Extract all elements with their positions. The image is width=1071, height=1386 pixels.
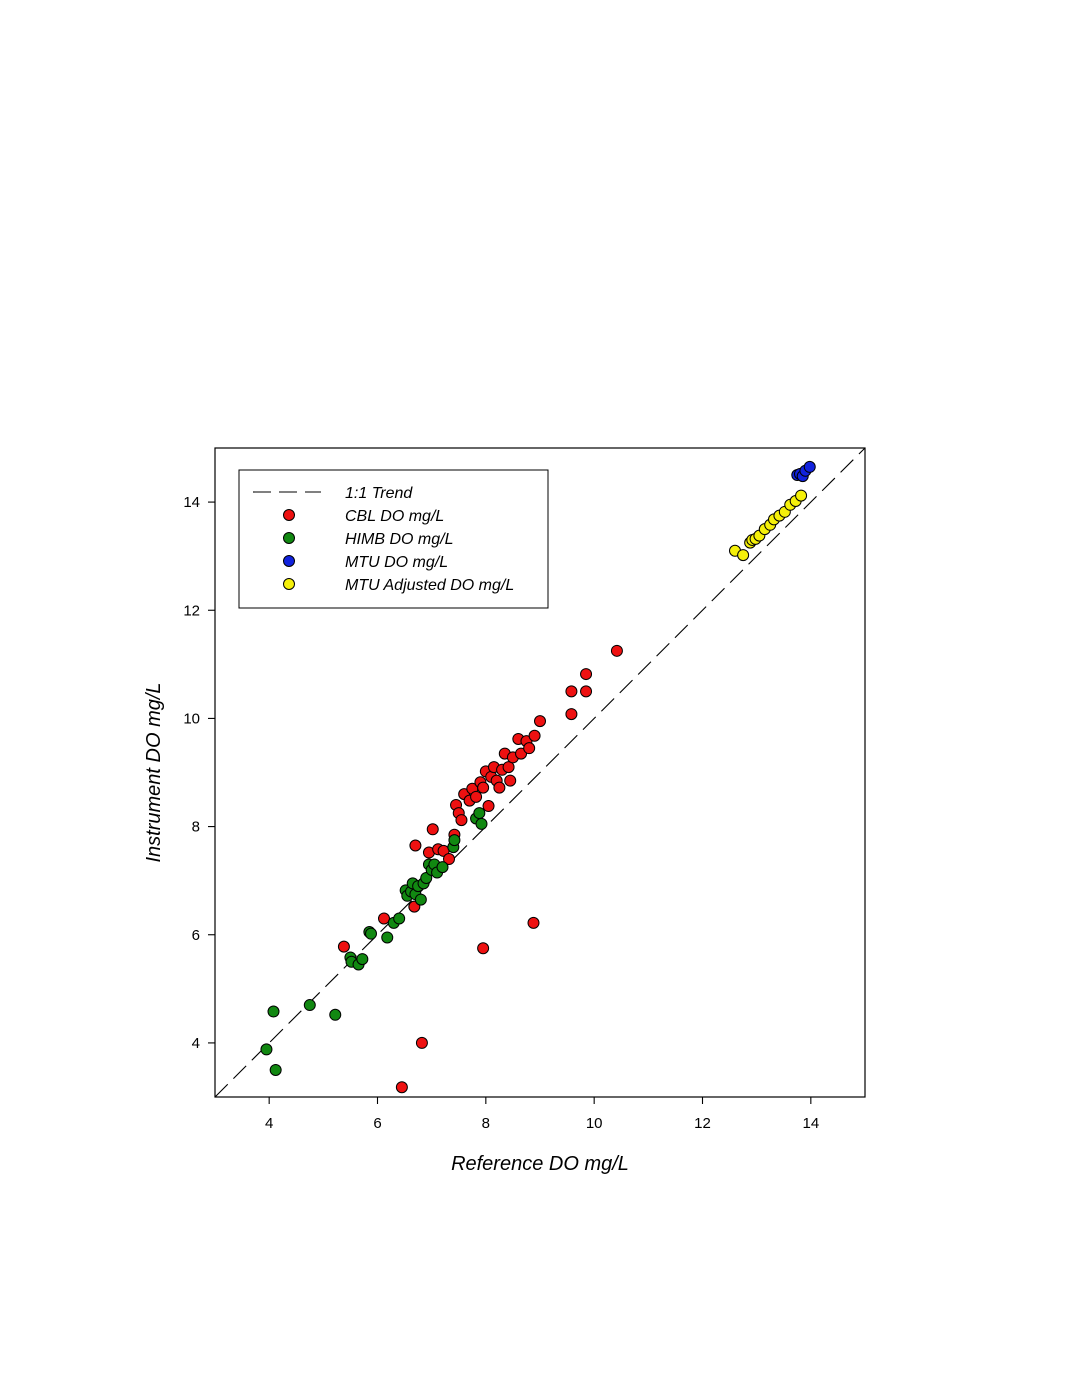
data-point bbox=[737, 549, 750, 562]
data-point bbox=[504, 774, 517, 787]
data-point bbox=[534, 715, 546, 728]
data-point bbox=[580, 668, 593, 681]
data-point bbox=[303, 999, 316, 1012]
data-point bbox=[477, 781, 490, 794]
data-point bbox=[493, 781, 506, 794]
data-point bbox=[580, 685, 593, 698]
x-tick-label: 12 bbox=[694, 1115, 711, 1132]
data-point bbox=[502, 761, 515, 774]
legend-marker bbox=[283, 555, 295, 567]
data-point bbox=[267, 1005, 280, 1018]
data-point bbox=[393, 912, 406, 925]
legend-marker bbox=[283, 578, 295, 590]
y-tick-label: 8 bbox=[192, 819, 200, 836]
data-point bbox=[475, 817, 488, 830]
legend-label: HIMB DO mg/L bbox=[345, 531, 453, 548]
y-tick-label: 4 bbox=[192, 1035, 200, 1052]
data-point bbox=[381, 931, 394, 944]
plot-area bbox=[215, 448, 865, 1097]
data-point bbox=[395, 1081, 408, 1094]
legend-marker bbox=[283, 509, 295, 521]
legend-label: MTU Adjusted DO mg/L bbox=[345, 577, 514, 594]
x-tick-label: 10 bbox=[586, 1115, 603, 1132]
legend-marker bbox=[283, 532, 295, 544]
series-0 bbox=[337, 644, 623, 1094]
data-point bbox=[795, 489, 808, 502]
data-point bbox=[477, 942, 490, 955]
data-point bbox=[436, 861, 449, 874]
data-point bbox=[473, 807, 486, 820]
data-point bbox=[409, 839, 422, 852]
data-points bbox=[260, 460, 816, 1094]
data-point bbox=[803, 460, 816, 473]
data-point bbox=[414, 893, 427, 906]
data-point bbox=[260, 1043, 273, 1056]
data-point bbox=[455, 814, 468, 827]
axis-ticks: 4 6 8 10 12 14 4 6 8 10 12 14 bbox=[183, 494, 819, 1132]
data-point bbox=[448, 834, 461, 847]
legend-label: MTU DO mg/L bbox=[345, 554, 448, 571]
data-point bbox=[378, 912, 390, 925]
data-point bbox=[356, 953, 369, 966]
y-tick-label: 6 bbox=[192, 927, 200, 944]
legend-label: CBL DO mg/L bbox=[345, 508, 444, 525]
legend-label: 1:1 Trend bbox=[345, 485, 413, 502]
x-tick-label: 6 bbox=[373, 1115, 381, 1132]
x-tick-label: 8 bbox=[482, 1115, 490, 1132]
data-point bbox=[415, 1036, 428, 1049]
data-point bbox=[528, 729, 541, 742]
data-point bbox=[565, 685, 578, 698]
data-point bbox=[565, 708, 578, 721]
x-axis-title: Reference DO mg/L bbox=[451, 1153, 629, 1175]
data-point bbox=[610, 644, 623, 657]
y-tick-label: 14 bbox=[183, 494, 200, 511]
y-axis-title: Instrument DO mg/L bbox=[143, 682, 165, 862]
legend: 1:1 Trend CBL DO mg/L HIMB DO mg/L MTU DO m… bbox=[238, 469, 549, 609]
data-point bbox=[269, 1063, 282, 1076]
series-3 bbox=[729, 489, 808, 562]
series-2 bbox=[791, 460, 816, 483]
y-tick-label: 10 bbox=[183, 710, 200, 727]
data-point bbox=[329, 1008, 342, 1021]
x-tick-label: 4 bbox=[265, 1115, 273, 1132]
data-point bbox=[470, 790, 483, 803]
data-point bbox=[482, 800, 495, 813]
x-tick-label: 14 bbox=[802, 1115, 819, 1132]
data-point bbox=[337, 940, 350, 953]
data-point bbox=[365, 927, 377, 940]
data-point bbox=[527, 916, 540, 929]
one-to-one-trend-line bbox=[215, 448, 865, 1097]
data-point bbox=[443, 853, 455, 866]
series-1 bbox=[260, 807, 488, 1076]
plot-frame bbox=[214, 447, 866, 1098]
data-point bbox=[426, 823, 439, 836]
y-tick-label: 12 bbox=[183, 602, 200, 619]
data-point bbox=[523, 742, 536, 755]
